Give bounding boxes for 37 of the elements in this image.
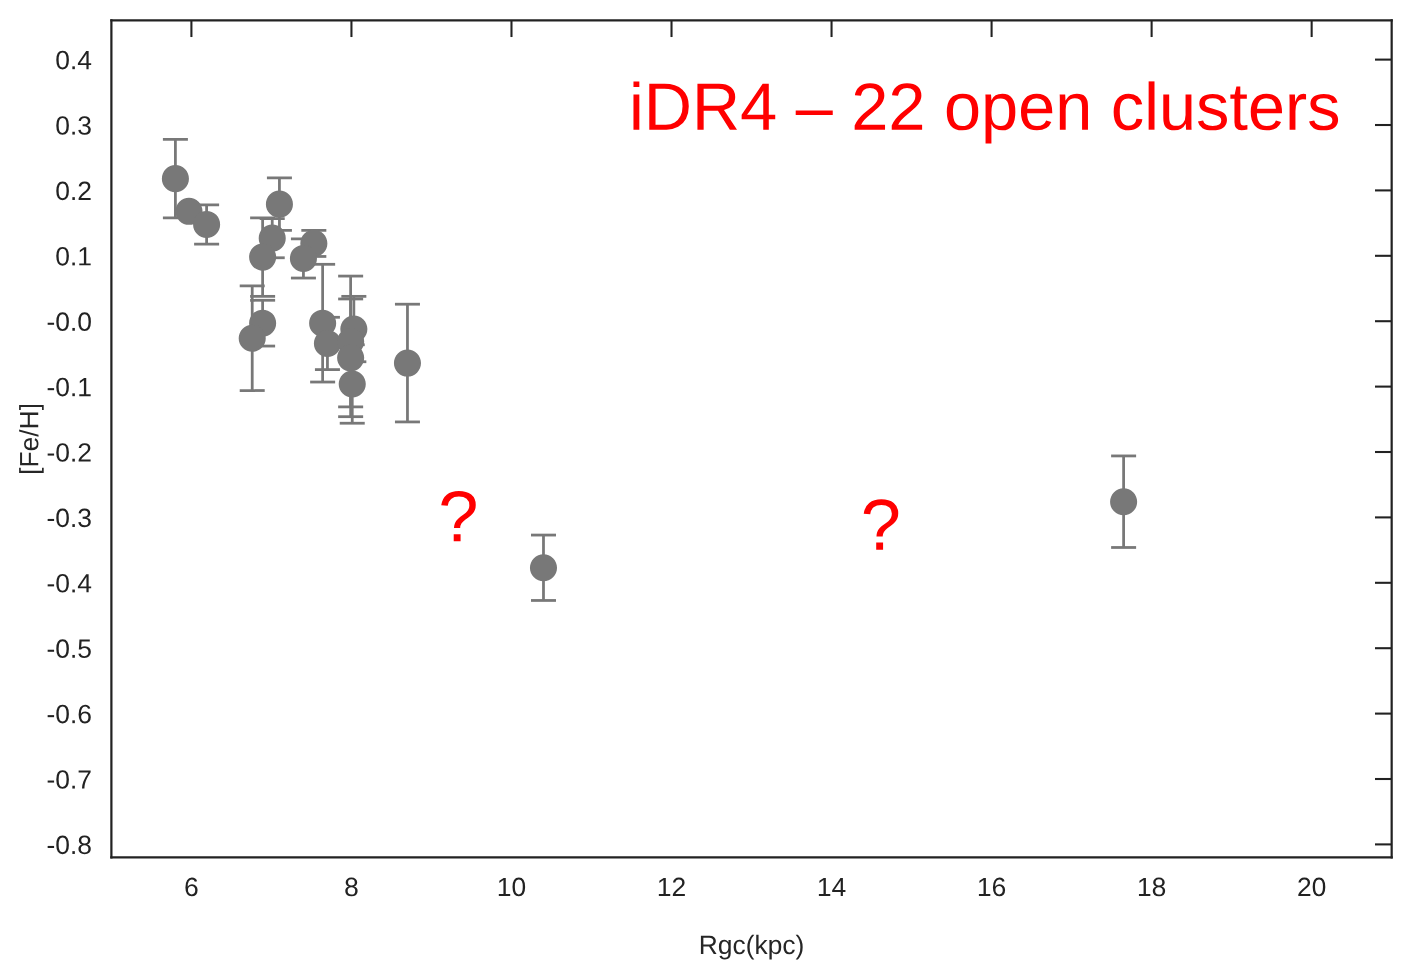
y-tick-label: -0.1 [47, 377, 91, 397]
x-tick-label: 12 [658, 877, 685, 897]
y-tick-label: -0.3 [47, 508, 91, 528]
x-tick-label: 18 [1138, 877, 1166, 897]
y-tick-label: -0.2 [47, 443, 91, 462]
annotation: ? [441, 490, 476, 542]
point [338, 370, 366, 398]
annotation: ? [863, 499, 899, 550]
x-tick-label: 10 [498, 877, 526, 897]
point [249, 243, 277, 271]
y-tick-label: -0.7 [47, 770, 91, 789]
point [193, 210, 221, 238]
annotation: iDR4 – 22 open clusters [633, 81, 1339, 144]
y-tick-label: 0.2 [56, 181, 91, 201]
y-tick-label: -0.6 [47, 704, 91, 724]
point [313, 329, 341, 357]
x-tick-label: 20 [1298, 877, 1326, 897]
y-tick-label: -0.5 [47, 639, 91, 659]
x-tick-label: 6 [185, 877, 198, 897]
y-tick-label: 0.1 [56, 246, 91, 266]
point [238, 324, 266, 352]
point [265, 190, 293, 218]
point [529, 554, 558, 582]
x-tick-label: 14 [818, 877, 846, 897]
point [393, 349, 421, 377]
y-tick-label: 0.4 [56, 50, 92, 70]
y-tick-label: -0.0 [47, 312, 91, 332]
y-tick-label: -0.4 [47, 573, 92, 593]
y-axis-title: [Fe/H] [19, 404, 44, 473]
y-tick-label: 0.3 [56, 116, 91, 135]
x-axis-title: Rgc(kpc) [700, 934, 803, 960]
point [161, 165, 189, 193]
point [289, 244, 317, 272]
x-tick-label: 16 [978, 877, 1006, 897]
point [1110, 488, 1138, 516]
x-tick-label: 8 [345, 877, 358, 897]
y-tick-label: -0.8 [47, 835, 91, 855]
